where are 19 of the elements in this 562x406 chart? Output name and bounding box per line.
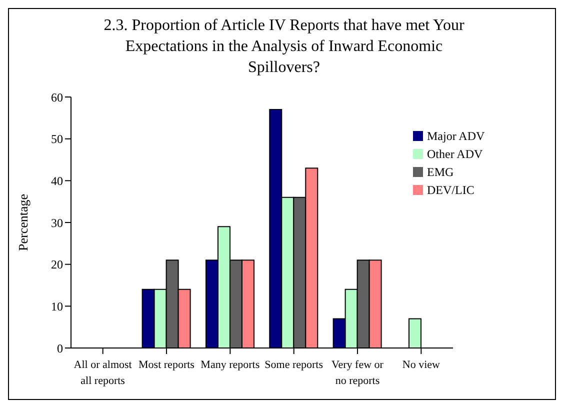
legend-label: EMG — [427, 165, 454, 179]
legend-label: Other ADV — [427, 147, 483, 161]
y-tick-label: 0 — [57, 341, 63, 356]
x-tick-label: Very few or no reports — [332, 359, 384, 387]
y-tick-label: 10 — [51, 299, 63, 314]
y-tick-label: 60 — [51, 90, 63, 104]
y-axis-title: Percentage — [16, 194, 31, 252]
x-tick-label: Some reports — [264, 359, 324, 371]
y-tick-label: 40 — [51, 174, 63, 188]
y-tick-label: 20 — [51, 258, 63, 272]
x-tick-label: Most reports — [138, 359, 194, 371]
y-tick-label: 50 — [51, 132, 63, 146]
x-tick-label: Many reports — [200, 359, 260, 371]
legend-label: DEV/LIC — [427, 183, 474, 197]
x-tick-label: No view — [402, 359, 440, 371]
y-tick-label: 30 — [51, 216, 63, 230]
chart-title: 2.3. Proportion of Article IV Reports that have met Your Expectations in the Analysis of Inward Economic Spillovers? — [102, 16, 466, 78]
legend-label: Major ADV — [427, 129, 485, 143]
x-tick-label: All or almost all reports — [74, 359, 132, 387]
